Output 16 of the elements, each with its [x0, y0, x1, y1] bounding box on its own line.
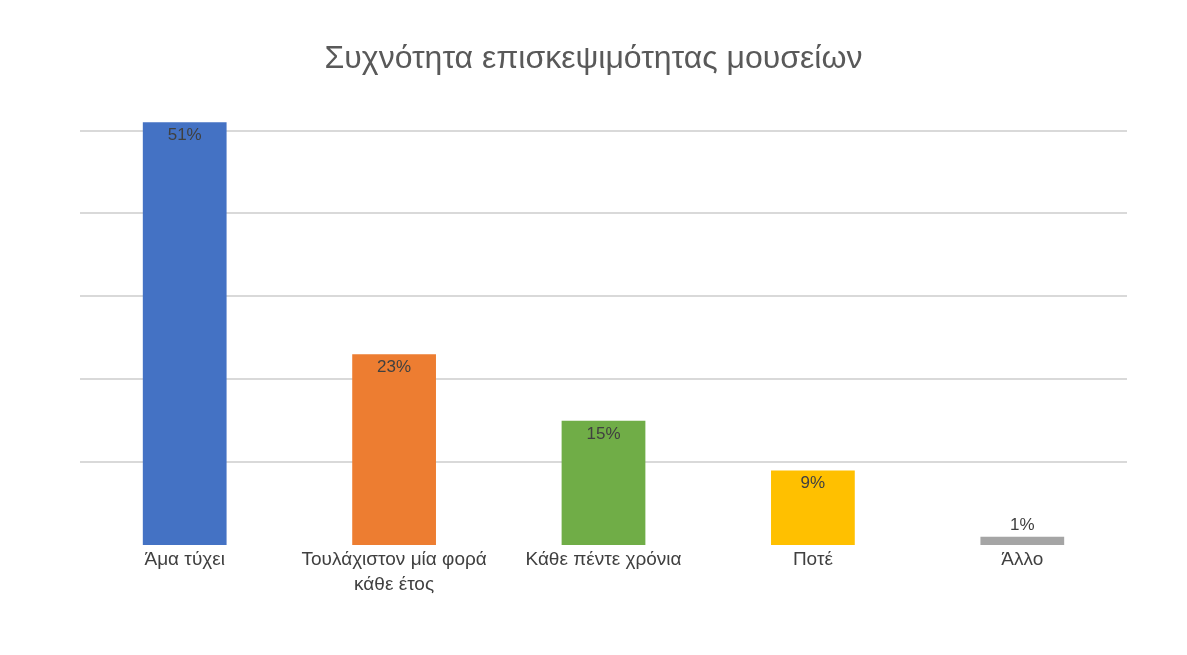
- bar: [352, 354, 436, 545]
- x-tick-label: Κάθε πέντε χρόνια: [525, 548, 682, 569]
- data-label: 15%: [586, 423, 621, 443]
- data-label: 9%: [800, 473, 826, 493]
- bar: [561, 420, 646, 545]
- bar: [771, 470, 855, 545]
- x-tick-label: Άλλο: [1001, 548, 1044, 569]
- x-tick-label: Τουλάχιστον μία φορά κάθε έτος: [301, 548, 487, 594]
- data-label: 1%: [1010, 514, 1035, 534]
- bar: [980, 536, 1065, 545]
- bar: [142, 122, 227, 545]
- x-tick-label: Ποτέ: [792, 548, 834, 569]
- x-tick-label: Άμα τύχει: [144, 548, 225, 569]
- data-label: 51%: [167, 125, 202, 145]
- data-label: 23%: [377, 357, 412, 377]
- chart-title: Συχνότητα επισκεψιμότητας μουσείων: [324, 39, 863, 76]
